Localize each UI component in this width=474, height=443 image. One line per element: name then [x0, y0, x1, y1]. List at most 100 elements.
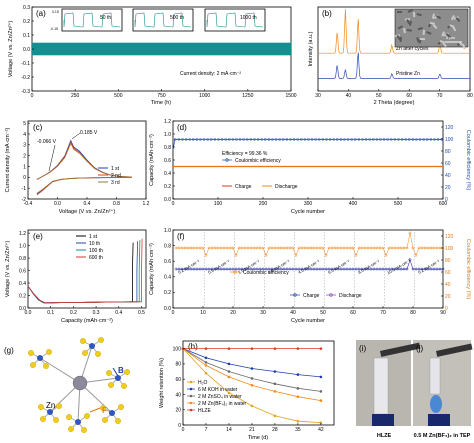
pe-xtick-label: 0.1 [47, 310, 54, 316]
ph-ytick-label: 20 [175, 408, 181, 414]
rate-label: 0.5 mA·cm⁻² [207, 258, 231, 275]
panel-c-cv-curves [36, 139, 132, 196]
panel-f-letter: (f) [177, 232, 185, 241]
inset-tick-bottom: -0.15 [50, 27, 58, 31]
sem-flake [399, 36, 402, 42]
retention-point [273, 414, 277, 418]
arrow-minus066 [48, 144, 56, 172]
pf2-ytick-label: 40 [445, 282, 451, 288]
pb-xtick-label: 50 [376, 93, 382, 99]
pf-xtick-label: 40 [290, 310, 296, 316]
retention-point [319, 347, 323, 350]
ce-point [224, 138, 227, 141]
legend-label: 10 th [89, 241, 100, 247]
sem-flake [435, 14, 442, 20]
panel-c: (c) -0.4 0.0 0.4 0.8 1.2 -2 -1 0 1 2 3 4 5 Voltage … [5, 120, 150, 215]
panel-h-x-ticks: 0 7 14 21 28 35 42 [182, 423, 324, 433]
ce-point [350, 138, 353, 141]
flame [430, 395, 442, 413]
pf-xtick-label: 50 [320, 310, 326, 316]
ce-point [235, 138, 238, 141]
inset-trace-1 [134, 12, 192, 28]
ce-point [368, 138, 371, 141]
pd-ytick-label: 0.2 [164, 184, 171, 190]
pd-xtick-label: 400 [349, 201, 358, 207]
ph-ytick-label: 60 [175, 377, 181, 383]
panel-e-curves [27, 238, 143, 304]
ce-point [177, 138, 181, 141]
retention-point [319, 399, 323, 402]
legend-marker [189, 401, 193, 405]
pd-xtick-label: 200 [259, 201, 268, 207]
panel-e: (e) 0.0 0.1 0.2 0.3 0.4 0.5 0.0 0.2 0.4 0.6 0.8 1.… [4, 229, 147, 324]
retention-point [227, 370, 231, 373]
ce-point [213, 138, 217, 141]
sem-flake [450, 15, 455, 21]
rate-label: 4.0 mA·cm⁻² [297, 258, 321, 275]
sem-flake [406, 28, 412, 32]
ce-point [400, 138, 404, 141]
panel-b-series-after: Zn after cycles [396, 46, 429, 52]
pa-xtick-label: 250 [71, 93, 80, 99]
ce-point [407, 138, 411, 141]
pe-ytick-label: 0.6 [19, 268, 26, 274]
sem-flake [416, 12, 422, 17]
fluorine-atom [115, 418, 121, 424]
retention-point [204, 364, 208, 367]
fluorine-atom [118, 404, 124, 410]
retention-point [227, 391, 231, 395]
panel-f: (f) 0 10 20 30 40 50 60 70 80 90 0.0 0.2 0.4 0.6 0.8 1… [149, 228, 471, 324]
panel-b-xlabel: 2 Theta (degree) [374, 100, 415, 106]
panel-d-series [172, 138, 443, 168]
ce-point [425, 138, 429, 141]
retention-point [296, 373, 300, 376]
pf-xtick-label: 20 [230, 310, 236, 316]
sem-flake [426, 31, 432, 35]
retention-point [273, 347, 277, 350]
pb-xtick-label: 80 [467, 93, 473, 99]
pa-xtick-label: 500 [114, 93, 123, 99]
ce-point [346, 138, 350, 141]
retention-point [250, 383, 254, 387]
ce-point [245, 138, 249, 141]
ce-point [415, 138, 418, 141]
ce-point [382, 138, 386, 141]
sem-flake [397, 11, 402, 13]
ce-point [354, 253, 358, 257]
ce-point [404, 138, 407, 141]
pf-ytick-label: 0.2 [164, 290, 171, 296]
pc-ytick-label: 3 [23, 143, 26, 149]
ph-ytick-label: 0 [178, 423, 181, 429]
ce-point [285, 138, 289, 141]
panel-c-legend: 1 st2 nd3 rd [98, 166, 121, 186]
legend-marker [189, 408, 193, 412]
fluorine-atom [80, 338, 86, 344]
pd-xtick-label: 0 [172, 201, 175, 207]
pa-ytick-label: 0.2 [23, 19, 30, 25]
panel-d-letter: (d) [177, 123, 187, 132]
panel-f-ylabel: Capacity (mAh·cm⁻²) [149, 243, 155, 295]
fluorine-atom [102, 417, 108, 423]
panel-d-efficiency: Efficiency = 99.36 % [222, 151, 268, 157]
pf2-ytick-label: 0 [445, 306, 448, 312]
inset-500th-label: 500 th [170, 15, 184, 21]
retention-point [227, 362, 231, 366]
boron-atom [89, 343, 95, 349]
ce-point [418, 138, 422, 141]
ce-point [371, 138, 375, 141]
pd-ytick-label: 1.0 [164, 132, 171, 138]
legend-marker [189, 387, 193, 391]
ce-point [317, 138, 321, 141]
retention-point [227, 347, 231, 350]
pc-xtick-label: 0.8 [113, 201, 120, 207]
separator-strip [373, 357, 389, 415]
ce-point [386, 138, 389, 141]
pf-xtick-label: 70 [380, 310, 386, 316]
ph-xtick-label: 0 [182, 427, 185, 433]
panel-c-letter: (c) [33, 123, 43, 132]
panel-h-letter: (h) [188, 342, 198, 351]
ph-ytick-label: 100 [173, 346, 182, 352]
ce-point [271, 138, 274, 141]
pa-ytick-label: -0.1 [21, 61, 30, 67]
